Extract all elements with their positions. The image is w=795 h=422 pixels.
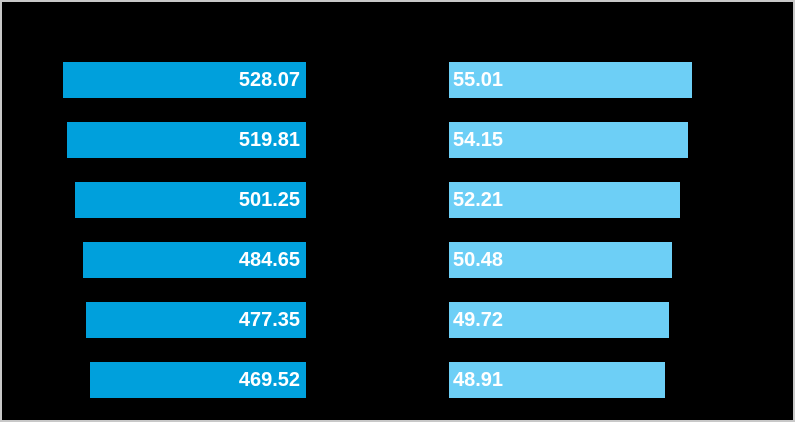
left-bars-value-label: 469.52 [238, 369, 300, 391]
right-bars-value-label: 48.91 [453, 369, 504, 391]
left-bars-bar: 477.35 [86, 302, 306, 338]
right-bars-bar: 48.91 [449, 362, 665, 398]
left-bars-value-label: 484.65 [238, 249, 300, 271]
right-bars-bar: 54.15 [449, 122, 688, 158]
left-bars-value-label: 528.07 [238, 69, 300, 91]
left-bars-value-label: 477.35 [238, 309, 300, 331]
left-bars-bar: 519.81 [67, 122, 306, 158]
left-bars-bar: 469.52 [90, 362, 306, 398]
left-bars-bar: 484.65 [83, 242, 306, 278]
right-bars-value-label: 50.48 [453, 249, 504, 271]
right-bars-value-label: 55.01 [453, 69, 504, 91]
left-bars-bar: 528.07 [63, 62, 306, 98]
left-bars-value-label: 519.81 [238, 129, 300, 151]
right-bars-bar: 49.72 [449, 302, 669, 338]
right-bars-bar: 52.21 [449, 182, 680, 218]
left-bars-bar: 501.25 [75, 182, 306, 218]
left-bars-value-label: 501.25 [238, 189, 300, 211]
right-bars-bar: 50.48 [449, 242, 672, 278]
right-bars-value-label: 49.72 [453, 309, 504, 331]
right-bars-value-label: 54.15 [453, 129, 504, 151]
right-bars-value-label: 52.21 [453, 189, 504, 211]
right-bars-bar: 55.01 [449, 62, 692, 98]
